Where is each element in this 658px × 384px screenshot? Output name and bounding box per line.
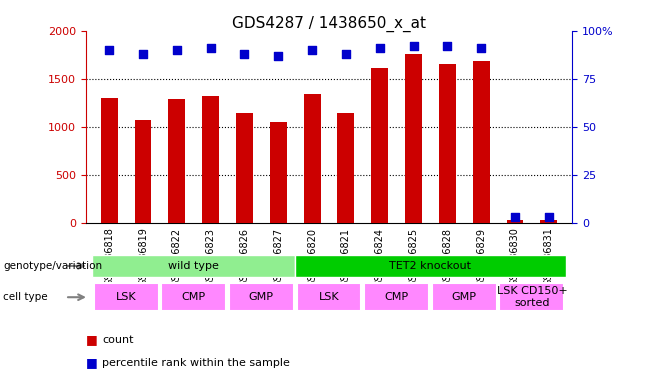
Text: GMP: GMP	[249, 292, 274, 302]
Bar	[371, 68, 388, 223]
Point	[442, 43, 453, 49]
Bar	[338, 113, 355, 223]
Point	[240, 51, 250, 57]
Text: TET2 knockout: TET2 knockout	[390, 261, 471, 271]
Point	[205, 45, 216, 51]
Bar	[236, 113, 253, 223]
Point	[374, 45, 385, 51]
Bar	[101, 98, 118, 223]
Point	[138, 51, 148, 57]
Bar	[92, 255, 295, 277]
Text: GMP: GMP	[452, 292, 477, 302]
Point	[510, 214, 520, 220]
Point	[172, 47, 182, 53]
Text: LSK: LSK	[318, 292, 340, 302]
Bar	[439, 65, 456, 223]
Text: genotype/variation: genotype/variation	[3, 261, 103, 271]
Bar	[161, 283, 226, 311]
Bar	[364, 283, 429, 311]
Text: wild type: wild type	[168, 261, 219, 271]
Point	[104, 47, 114, 53]
Bar	[472, 61, 490, 223]
Text: LSK: LSK	[116, 292, 136, 302]
Text: count: count	[102, 335, 134, 345]
Bar	[270, 122, 287, 223]
Bar	[405, 54, 422, 223]
Bar	[432, 283, 497, 311]
Bar	[507, 220, 523, 223]
Point	[408, 43, 418, 49]
Text: ■: ■	[86, 356, 97, 369]
Point	[544, 214, 554, 220]
Text: cell type: cell type	[3, 292, 48, 302]
Bar	[297, 283, 361, 311]
Text: ■: ■	[86, 333, 97, 346]
Bar	[229, 283, 294, 311]
Point	[341, 51, 351, 57]
Bar	[93, 283, 159, 311]
Text: percentile rank within the sample: percentile rank within the sample	[102, 358, 290, 368]
Point	[273, 53, 284, 59]
Bar	[168, 99, 186, 223]
Text: CMP: CMP	[182, 292, 206, 302]
Point	[476, 45, 486, 51]
Text: LSK CD150+
sorted: LSK CD150+ sorted	[497, 286, 567, 308]
Text: GDS4287 / 1438650_x_at: GDS4287 / 1438650_x_at	[232, 15, 426, 31]
Bar	[202, 96, 219, 223]
Point	[307, 47, 317, 53]
Text: CMP: CMP	[384, 292, 409, 302]
Bar	[540, 220, 557, 223]
Bar	[303, 94, 320, 223]
Bar	[295, 255, 566, 277]
Bar	[499, 283, 565, 311]
Bar	[135, 119, 151, 223]
